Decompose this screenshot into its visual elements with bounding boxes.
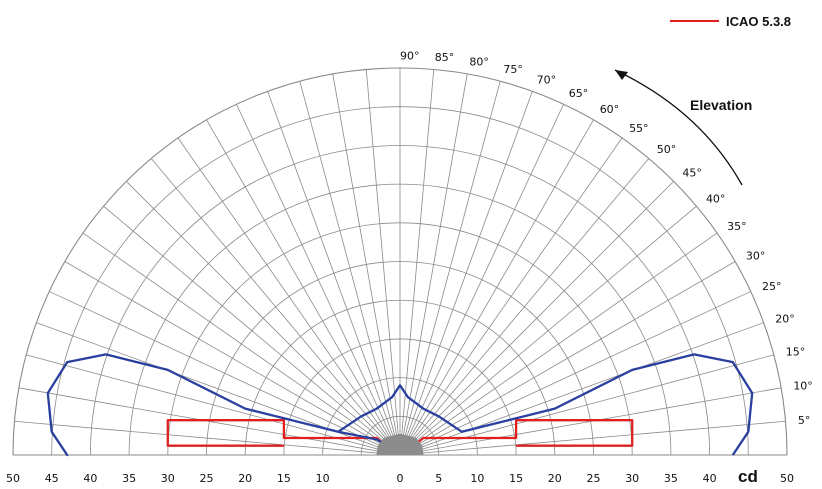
angle-tick-label: 60° [600, 103, 620, 116]
grid-ray-110 [267, 91, 401, 456]
x-tick-label: 25 [200, 472, 214, 485]
grid-ray-40 [399, 205, 697, 456]
angle-tick-label: 50° [657, 143, 677, 156]
x-tick-label: 50 [780, 472, 794, 485]
x-tick-label: 10 [316, 472, 330, 485]
x-tick-label: 45 [45, 472, 59, 485]
grid-ray-85 [399, 69, 435, 456]
grid-ray-70 [399, 91, 533, 456]
grid-ray-75 [399, 81, 501, 456]
angle-tick-label: 55° [629, 122, 649, 135]
angle-tick-label: 80° [469, 56, 489, 69]
grid-ray-135 [126, 181, 401, 456]
polar-grid [12, 67, 788, 456]
x-tick-label: 30 [625, 472, 639, 485]
x-tick-label: 20 [238, 472, 252, 485]
series-line-2 [376, 433, 424, 456]
x-unit-label: cd [738, 467, 758, 486]
grid-ray-115 [236, 104, 401, 456]
angle-tick-label: 45° [682, 167, 702, 180]
legend: ICAO 5.3.8 [670, 14, 791, 29]
angle-tick-label: 75° [503, 63, 522, 76]
grid-ray-150 [64, 261, 401, 456]
x-tick-label: 15 [277, 472, 291, 485]
angle-tick-label: 90° [400, 50, 420, 63]
grid-ray-25 [399, 291, 751, 456]
angle-tick-label: 20° [775, 312, 795, 325]
angle-tick-label: 65° [569, 87, 589, 100]
grid-ray-35 [399, 232, 718, 456]
x-tick-label: 35 [122, 472, 136, 485]
grid-ray-125 [177, 137, 401, 456]
angle-tick-label: 85° [435, 51, 455, 64]
grid-ray-20 [399, 322, 764, 456]
grid-ray-155 [49, 291, 401, 456]
angle-tick-label: 5° [798, 414, 811, 427]
grid-ray-45 [399, 181, 674, 456]
x-tick-label: 0 [397, 472, 404, 485]
grid-ray-175 [14, 420, 401, 456]
angle-tick-label: 10° [793, 380, 813, 393]
series-line-1 [46, 353, 754, 457]
angle-tick-label: 25° [762, 280, 782, 293]
angle-tick-label: 35° [727, 220, 747, 233]
grid-ray-30 [399, 261, 736, 456]
grid-ray-55 [399, 137, 623, 456]
grid-ray-95 [365, 69, 401, 456]
grid-ray-5 [399, 420, 786, 456]
grid-ray-60 [399, 119, 594, 456]
grid-ray-100 [332, 73, 401, 456]
grid-ray-130 [150, 158, 401, 456]
x-tick-label: 10 [470, 472, 484, 485]
grid-ray-165 [26, 354, 401, 456]
angle-tick-label: 70° [537, 74, 557, 87]
x-tick-label: 35 [664, 472, 678, 485]
grid-ray-50 [399, 158, 650, 456]
x-tick-labels: 50 45 40 35 30 25 20 15 10 0 5 10 15 20 25 30 35 40 50 [6, 472, 794, 485]
grid-ray-65 [399, 104, 564, 456]
x-tick-label: 20 [548, 472, 562, 485]
grid-ray-120 [206, 119, 401, 456]
elevation-arrow-head [615, 70, 628, 80]
grid-ray-140 [103, 205, 401, 456]
x-tick-label: 40 [703, 472, 717, 485]
x-tick-label: 40 [83, 472, 97, 485]
grid-ray-105 [299, 81, 401, 456]
grid-ray-10 [399, 387, 782, 456]
grid-ray-170 [18, 387, 401, 456]
elevation-annotation: Elevation [614, 69, 752, 186]
x-tick-label: 15 [509, 472, 523, 485]
elevation-arrow [614, 69, 743, 186]
x-tick-label: 5 [435, 472, 442, 485]
angle-tick-label: 40° [706, 192, 726, 205]
x-tick-label: 25 [587, 472, 601, 485]
series-layer [46, 353, 754, 457]
grid-ray-80 [399, 73, 468, 456]
grid-ray-15 [399, 354, 774, 456]
angle-tick-labels: 5° 10° 15° 20° 25° 30° 35° 40° 45° 50° 55° 60° 65° 70… [400, 50, 813, 428]
x-tick-label: 30 [161, 472, 175, 485]
elevation-label: Elevation [690, 97, 752, 113]
grid-ray-145 [82, 232, 401, 456]
x-tick-label: 50 [6, 472, 20, 485]
angle-tick-label: 15° [786, 346, 806, 359]
legend-label-icao: ICAO 5.3.8 [726, 14, 791, 29]
angle-tick-label: 30° [746, 249, 766, 262]
